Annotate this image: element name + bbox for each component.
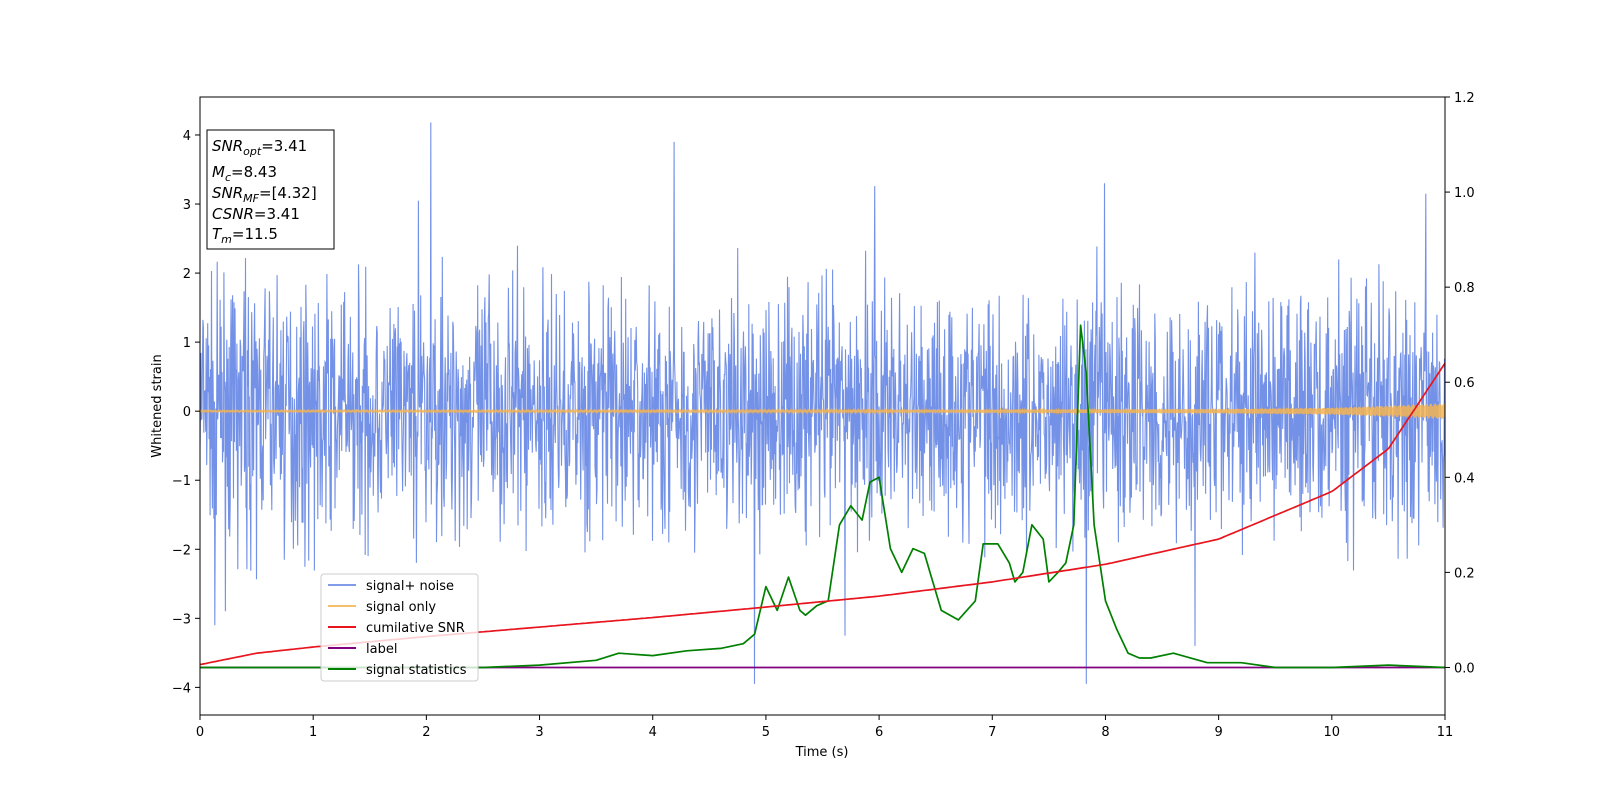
legend-label: signal only bbox=[366, 600, 436, 615]
x-tick-label: 8 bbox=[1101, 725, 1109, 740]
annotation-line: CSNR=3.41 bbox=[212, 205, 300, 223]
y-axis-label: Whitened strain bbox=[150, 354, 165, 457]
y-axis-right: 0.0 0.2 0.4 0.6 0.8 1.0 1.2 bbox=[1445, 91, 1475, 676]
annotation-line: SNRopt=3.41 bbox=[212, 137, 307, 158]
y2-tick-label: 0.2 bbox=[1454, 566, 1475, 581]
legend-frame bbox=[320, 573, 479, 682]
y-tick-label: 1 bbox=[183, 336, 191, 351]
x-tick-label: 2 bbox=[422, 725, 430, 740]
y-axis-left: −4 −3 −2 −1 0 1 2 3 4 bbox=[172, 129, 200, 696]
series-signal-only bbox=[200, 403, 1445, 420]
series-signal-statistics bbox=[200, 324, 1445, 669]
x-tick-label: 5 bbox=[762, 725, 770, 740]
annotation-frame bbox=[206, 129, 335, 250]
legend-label: label bbox=[366, 642, 397, 657]
y-tick-label: −1 bbox=[172, 474, 191, 489]
y2-tick-label: 1.0 bbox=[1454, 186, 1475, 201]
x-tick-label: 1 bbox=[309, 725, 317, 740]
y2-tick-label: 0.4 bbox=[1454, 471, 1475, 486]
y2-tick-label: 0.8 bbox=[1454, 281, 1475, 296]
y-tick-label: −2 bbox=[172, 543, 191, 558]
legend-label: signal statistics bbox=[366, 663, 467, 678]
annotation-line: SNRMF=[4.32] bbox=[212, 184, 317, 205]
legend-label: cumilative SNR bbox=[366, 621, 465, 636]
x-tick-label: 4 bbox=[649, 725, 657, 740]
y-tick-label: 0 bbox=[183, 405, 191, 420]
y-tick-label: −3 bbox=[172, 612, 191, 627]
annotation-line: Tm=11.5 bbox=[212, 225, 278, 246]
y2-tick-label: 1.2 bbox=[1454, 91, 1475, 106]
y-tick-label: −4 bbox=[172, 681, 191, 696]
y-tick-label: 3 bbox=[183, 198, 191, 213]
y-tick-label: 4 bbox=[183, 129, 191, 144]
x-tick-label: 3 bbox=[535, 725, 543, 740]
legend: signal+ noise signal only cumilative SNR la… bbox=[320, 573, 479, 682]
plot-frame bbox=[199, 96, 1446, 716]
x-tick-label: 6 bbox=[875, 725, 883, 740]
series-signal-plus-noise bbox=[200, 122, 1445, 684]
x-tick-label: 9 bbox=[1214, 725, 1222, 740]
legend-label: signal+ noise bbox=[366, 579, 454, 594]
y2-tick-label: 0.0 bbox=[1454, 661, 1475, 676]
x-tick-label: 0 bbox=[196, 725, 204, 740]
y2-tick-label: 0.6 bbox=[1454, 376, 1475, 391]
y-tick-label: 2 bbox=[183, 267, 191, 282]
x-axis-label: Time (s) bbox=[795, 745, 849, 760]
x-axis: 0 1 2 3 4 5 6 7 8 9 10 11 bbox=[196, 715, 1453, 740]
x-tick-label: 7 bbox=[988, 725, 996, 740]
annotation-line: Mc=8.43 bbox=[212, 163, 277, 184]
x-tick-label: 10 bbox=[1324, 725, 1341, 740]
x-tick-label: 11 bbox=[1437, 725, 1454, 740]
